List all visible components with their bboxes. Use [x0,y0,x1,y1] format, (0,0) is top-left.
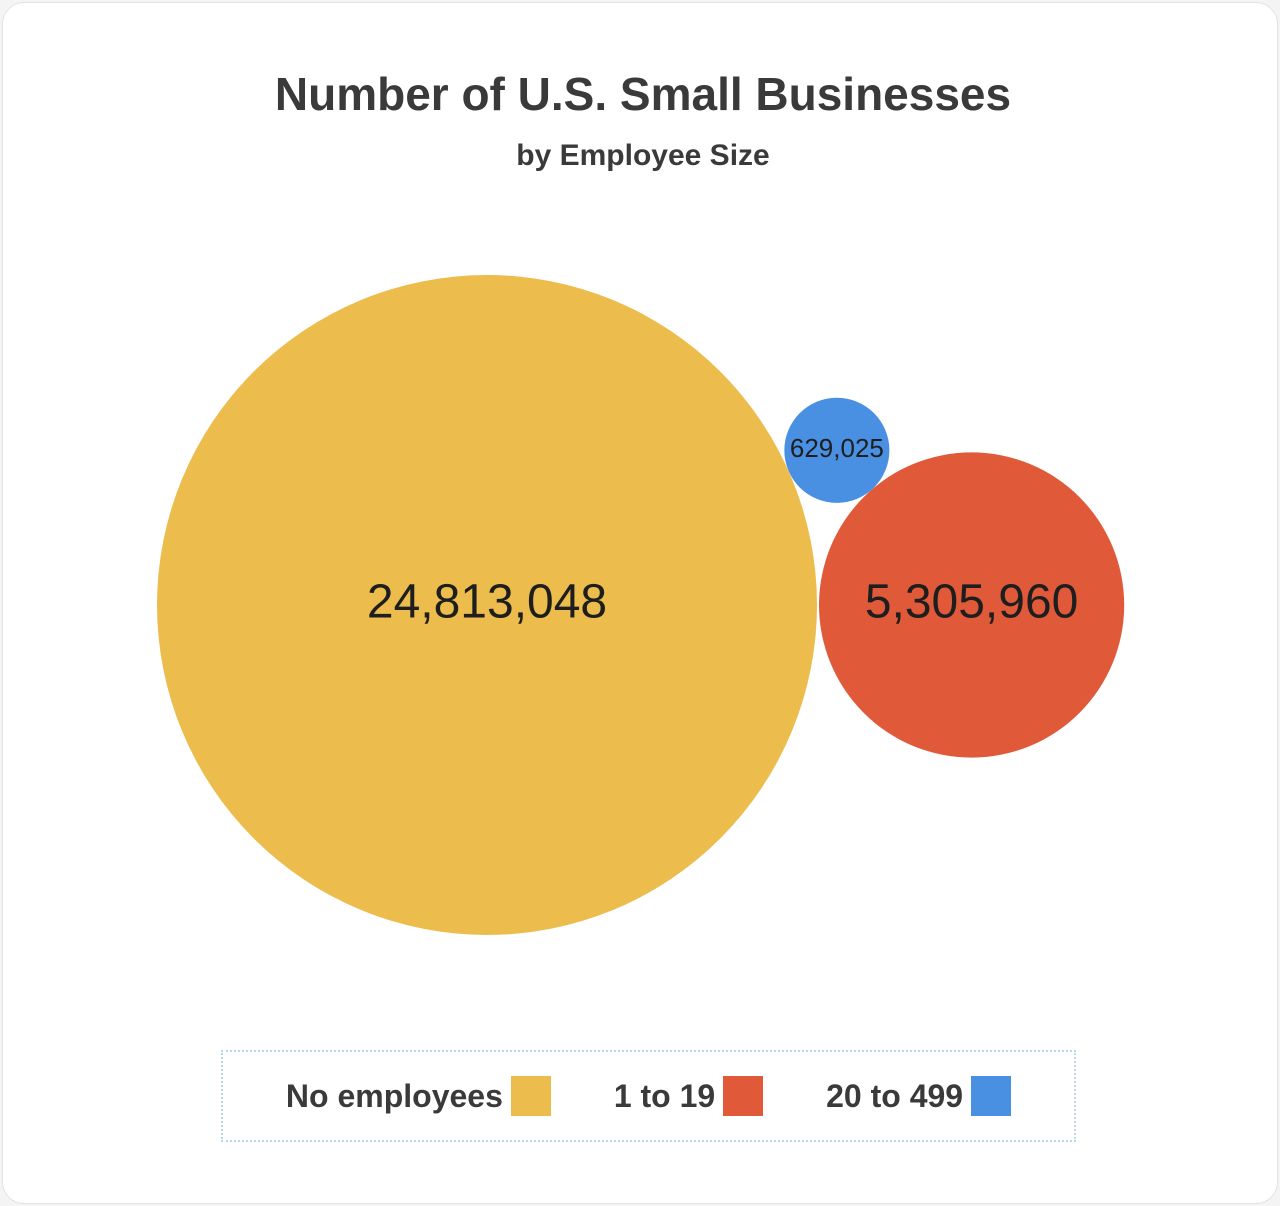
legend-swatch [723,1076,764,1116]
data-label: 24,813,048 [367,576,607,629]
legend-item: 20 to 499 [826,1076,1012,1116]
legend-label: 1 to 19 [613,1077,716,1114]
legend-label: 20 to 499 [826,1077,964,1114]
data-label: 629,025 [790,433,884,463]
legend-item: No employees [286,1076,551,1116]
chart-subtitle: by Employee Size [516,139,769,172]
chart: Number of U.S. Small Businesses by Emplo… [157,68,1125,935]
legend: No employees 1 to 19 20 to 499 [221,1050,1076,1142]
data-label: 5,305,960 [865,576,1079,629]
legend-label: No employees [285,1077,503,1114]
bubble [819,452,1125,758]
legend-swatch [510,1076,551,1116]
chart-title: Number of U.S. Small Businesses [275,68,1011,120]
bubble [157,275,817,935]
legend-swatch [971,1076,1012,1116]
legend-item: 1 to 19 [613,1076,764,1116]
bubble [784,397,890,503]
